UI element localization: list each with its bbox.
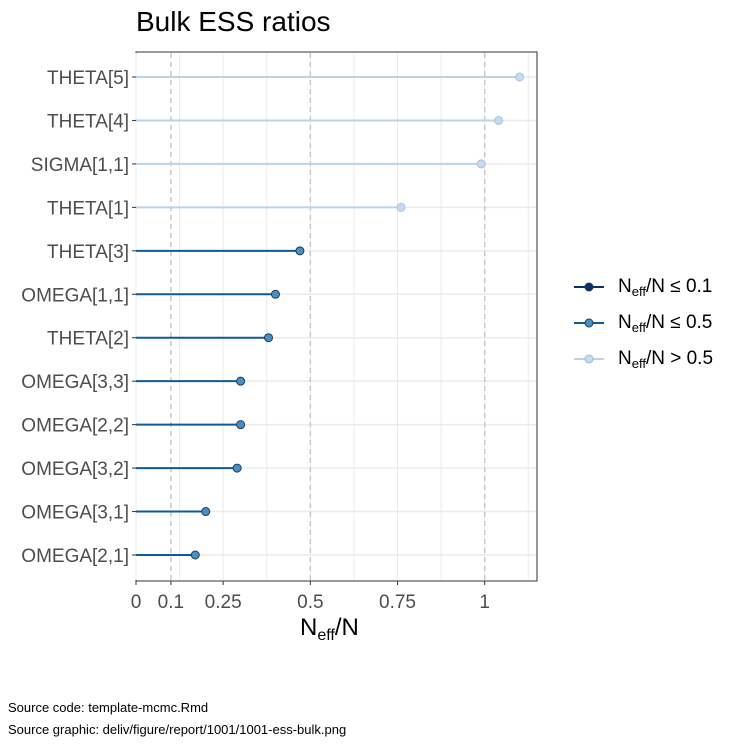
data-point <box>236 376 246 386</box>
source-graphic-caption: Source graphic: deliv/figure/report/1001… <box>8 722 347 737</box>
y-tick-label: OMEGA[3,1] <box>21 503 129 524</box>
legend-label-mid: Neff/N ≤ 0.5 <box>618 312 713 335</box>
x-tick-label: 0.75 <box>379 592 416 613</box>
data-point <box>232 463 242 473</box>
data-point <box>270 289 280 299</box>
y-tick-labels: THETA[5] THETA[4] SIGMA[1,1] THETA[1] THETA[… <box>21 68 136 567</box>
legend-dot-mid <box>584 318 594 328</box>
legend-label-high: Neff/N > 0.5 <box>618 348 714 371</box>
legend-dot-low <box>584 282 594 292</box>
source-code-caption: Source code: template-mcmc.Rmd <box>8 700 209 715</box>
x-tick-label: 0 <box>131 592 142 613</box>
legend-dot-high <box>584 354 594 364</box>
data-point <box>476 159 486 169</box>
y-tick-label: OMEGA[3,2] <box>21 459 129 480</box>
marks <box>136 72 525 560</box>
x-tick-label: 0.25 <box>205 592 242 613</box>
y-tick-label: THETA[1] <box>47 198 129 219</box>
legend-key-low <box>574 282 604 292</box>
y-tick-label: OMEGA[2,1] <box>21 546 129 567</box>
data-point <box>236 420 246 430</box>
x-tick-label: 0.5 <box>297 592 323 613</box>
data-point <box>396 202 406 212</box>
x-tick-label: 1 <box>479 592 490 613</box>
data-point <box>264 333 274 343</box>
data-point <box>494 115 504 125</box>
y-tick-label: THETA[4] <box>47 111 129 132</box>
y-tick-label: THETA[3] <box>47 242 129 263</box>
data-point <box>190 550 200 560</box>
plot-panel <box>135 51 538 582</box>
data-point <box>295 246 305 256</box>
chart-title: Bulk ESS ratios <box>136 6 331 37</box>
x-tick-label: 0.1 <box>158 592 184 613</box>
legend-key-mid <box>574 318 604 328</box>
data-point <box>515 72 525 82</box>
legend-key-high <box>574 354 604 364</box>
x-axis-title: Neff/N <box>300 614 359 644</box>
y-tick-label: OMEGA[3,3] <box>21 372 129 393</box>
y-tick-label: THETA[5] <box>47 68 129 89</box>
data-point <box>201 507 211 517</box>
y-tick-label: OMEGA[1,1] <box>21 285 129 306</box>
y-tick-label: OMEGA[2,2] <box>21 416 129 437</box>
reference-lines <box>170 53 486 580</box>
x-tick-labels: 0 0.1 0.25 0.5 0.75 1 <box>131 581 490 613</box>
legend-label-low: Neff/N ≤ 0.1 <box>618 276 713 299</box>
y-tick-label: SIGMA[1,1] <box>31 155 129 176</box>
y-tick-label: THETA[2] <box>47 329 129 350</box>
